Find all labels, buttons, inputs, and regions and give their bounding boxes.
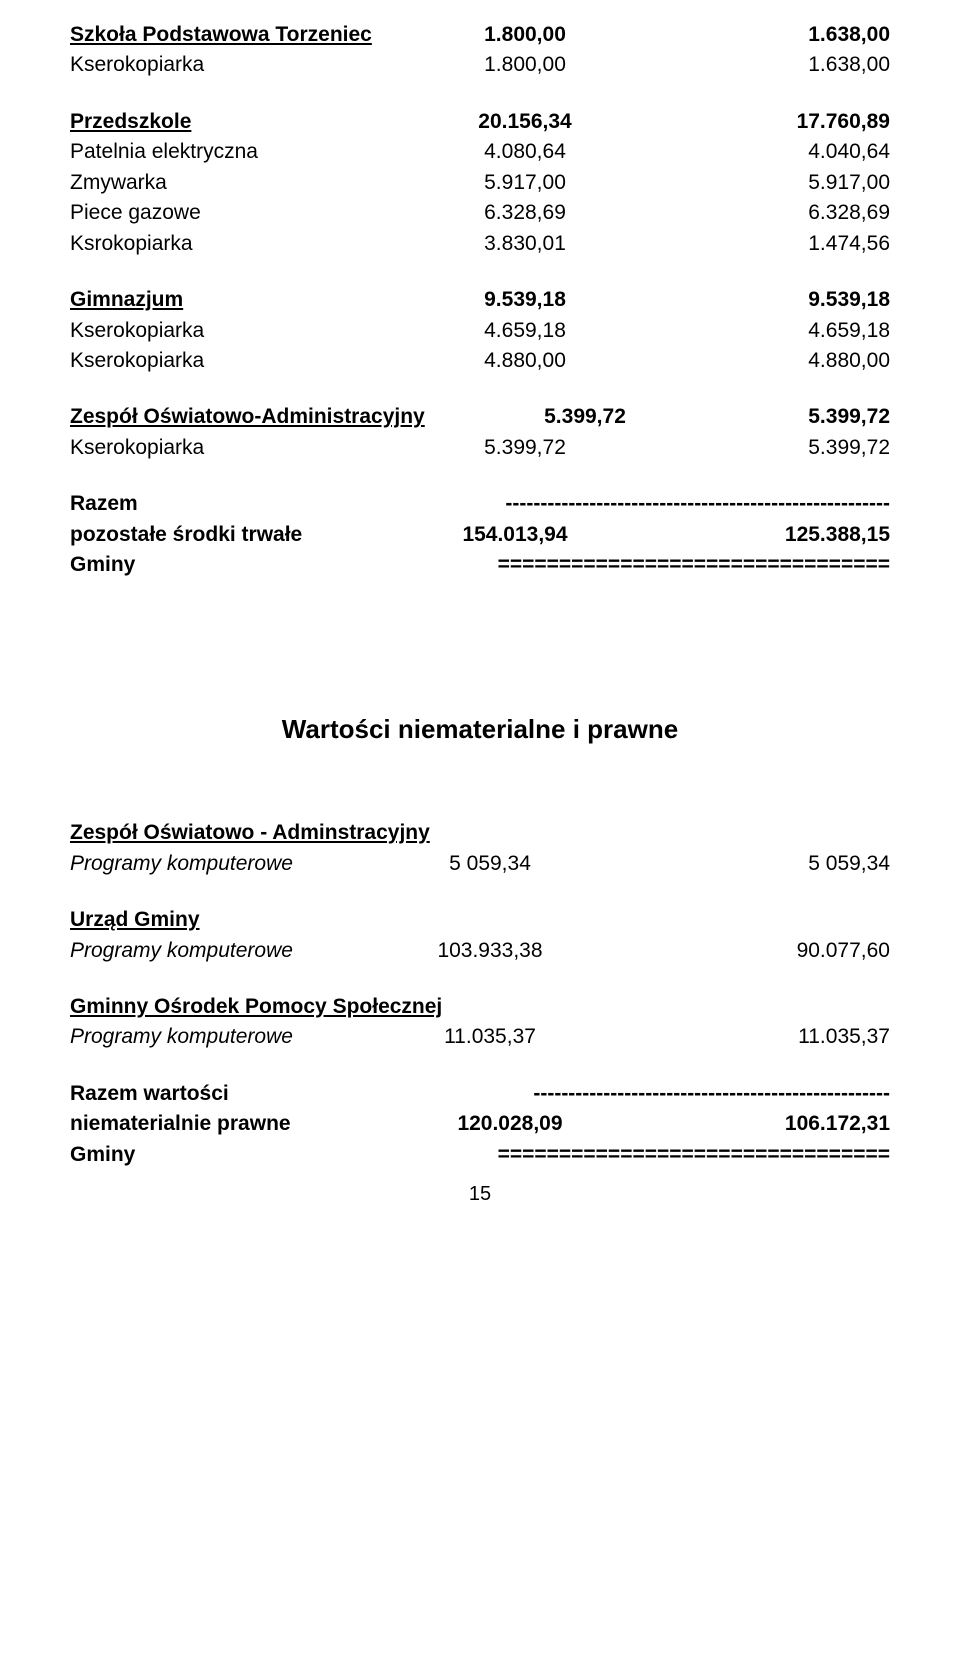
page-number: 15 xyxy=(70,1180,890,1209)
cell: 154.013,94 xyxy=(370,520,660,550)
summary-row: Gminy ================================ xyxy=(70,550,890,580)
dash-line: ----------------------------------------… xyxy=(350,489,890,519)
data-row: Kserokopiarka 4.659,18 4.659,18 xyxy=(70,316,890,346)
section-header-row: Gimnazjum 9.539,18 9.539,18 xyxy=(70,285,890,315)
summary-label: Gminy xyxy=(70,1140,360,1170)
row-label: Ksrokopiarka xyxy=(70,229,390,259)
summary-label: Razem wartości xyxy=(70,1079,360,1109)
document-page: Szkoła Podstawowa Torzeniec 1.800,00 1.6… xyxy=(0,0,960,1239)
summary-row: niematerialnie prawne 120.028,09 106.172… xyxy=(70,1109,890,1139)
cell: 5.917,00 xyxy=(410,168,640,198)
data-row: Programy komputerowe 11.035,37 11.035,37 xyxy=(70,1022,890,1052)
cell: 4.880,00 xyxy=(410,346,640,376)
cell: 9.539,18 xyxy=(410,285,640,315)
cell: 4.659,18 xyxy=(660,316,890,346)
data-row: Piece gazowe 6.328,69 6.328,69 xyxy=(70,198,890,228)
section-title: Zespół Oświatowo-Administracyjny xyxy=(70,402,510,432)
cell: 1.638,00 xyxy=(660,50,890,80)
data-row: Programy komputerowe 103.933,38 90.077,6… xyxy=(70,936,890,966)
section-title: Szkoła Podstawowa Torzeniec xyxy=(70,20,390,50)
cell: 5 059,34 xyxy=(350,849,630,879)
cell: 1.474,56 xyxy=(660,229,890,259)
section-title: Gimnazjum xyxy=(70,285,390,315)
cell: 125.388,15 xyxy=(660,520,890,550)
data-row: Ksrokopiarka 3.830,01 1.474,56 xyxy=(70,229,890,259)
summary-label: niematerialnie prawne xyxy=(70,1109,360,1139)
data-row: Kserokopiarka 5.399,72 5.399,72 xyxy=(70,433,890,463)
summary-label: Gminy xyxy=(70,550,350,580)
summary-row: Razem wartości -------------------------… xyxy=(70,1079,890,1109)
section-title: Przedszkole xyxy=(70,107,390,137)
section-header-row: Przedszkole 20.156,34 17.760,89 xyxy=(70,107,890,137)
cell: 1.800,00 xyxy=(410,50,640,80)
data-row: Kserokopiarka 4.880,00 4.880,00 xyxy=(70,346,890,376)
cell: 4.080,64 xyxy=(410,137,640,167)
cell: 11.035,37 xyxy=(630,1022,890,1052)
row-label: Programy komputerowe xyxy=(70,1022,350,1052)
cell: 5.399,72 xyxy=(660,402,890,432)
subsection-title: Zespół Oświatowo - Adminstracyjny xyxy=(70,818,890,848)
section-header-row: Zespół Oświatowo-Administracyjny 5.399,7… xyxy=(70,402,890,432)
summary-label: Razem xyxy=(70,489,350,519)
cell: 5.399,72 xyxy=(660,433,890,463)
row-label: Programy komputerowe xyxy=(70,936,350,966)
cell: 5.399,72 xyxy=(410,433,640,463)
data-row: Zmywarka 5.917,00 5.917,00 xyxy=(70,168,890,198)
cell: 4.040,64 xyxy=(660,137,890,167)
cell: 1.800,00 xyxy=(410,20,640,50)
cell: 5.917,00 xyxy=(660,168,890,198)
section-heading: Wartości niematerialne i prawne xyxy=(70,711,890,749)
summary-label: pozostałe środki trwałe xyxy=(70,520,370,550)
row-label: Kserokopiarka xyxy=(70,50,390,80)
data-row: Kserokopiarka 1.800,00 1.638,00 xyxy=(70,50,890,80)
cell: 6.328,69 xyxy=(660,198,890,228)
row-label: Programy komputerowe xyxy=(70,849,350,879)
cell: 11.035,37 xyxy=(350,1022,630,1052)
summary-row: Razem ----------------------------------… xyxy=(70,489,890,519)
subsection-title: Gminny Ośrodek Pomocy Społecznej xyxy=(70,992,890,1022)
row-label: Patelnia elektryczna xyxy=(70,137,390,167)
row-label: Piece gazowe xyxy=(70,198,390,228)
cell: 9.539,18 xyxy=(660,285,890,315)
cell: 106.172,31 xyxy=(660,1109,890,1139)
cell: 4.659,18 xyxy=(410,316,640,346)
row-label: Kserokopiarka xyxy=(70,346,390,376)
cell: 1.638,00 xyxy=(660,20,890,50)
cell: 5.399,72 xyxy=(515,402,655,432)
subsection-title: Urząd Gminy xyxy=(70,905,890,935)
section-header-row: Szkoła Podstawowa Torzeniec 1.800,00 1.6… xyxy=(70,20,890,50)
cell: 120.028,09 xyxy=(360,1109,660,1139)
cell: 103.933,38 xyxy=(350,936,630,966)
row-label: Zmywarka xyxy=(70,168,390,198)
equals-line: ================================ xyxy=(360,1140,890,1170)
cell: 5 059,34 xyxy=(630,849,890,879)
equals-line: ================================ xyxy=(350,550,890,580)
cell: 90.077,60 xyxy=(630,936,890,966)
dash-line: ----------------------------------------… xyxy=(360,1079,890,1109)
cell: 4.880,00 xyxy=(660,346,890,376)
cell: 17.760,89 xyxy=(660,107,890,137)
cell: 6.328,69 xyxy=(410,198,640,228)
row-label: Kserokopiarka xyxy=(70,316,390,346)
summary-row: pozostałe środki trwałe 154.013,94 125.3… xyxy=(70,520,890,550)
cell: 20.156,34 xyxy=(410,107,640,137)
summary-row: Gminy ================================ xyxy=(70,1140,890,1170)
cell: 3.830,01 xyxy=(410,229,640,259)
data-row: Patelnia elektryczna 4.080,64 4.040,64 xyxy=(70,137,890,167)
row-label: Kserokopiarka xyxy=(70,433,390,463)
data-row: Programy komputerowe 5 059,34 5 059,34 xyxy=(70,849,890,879)
